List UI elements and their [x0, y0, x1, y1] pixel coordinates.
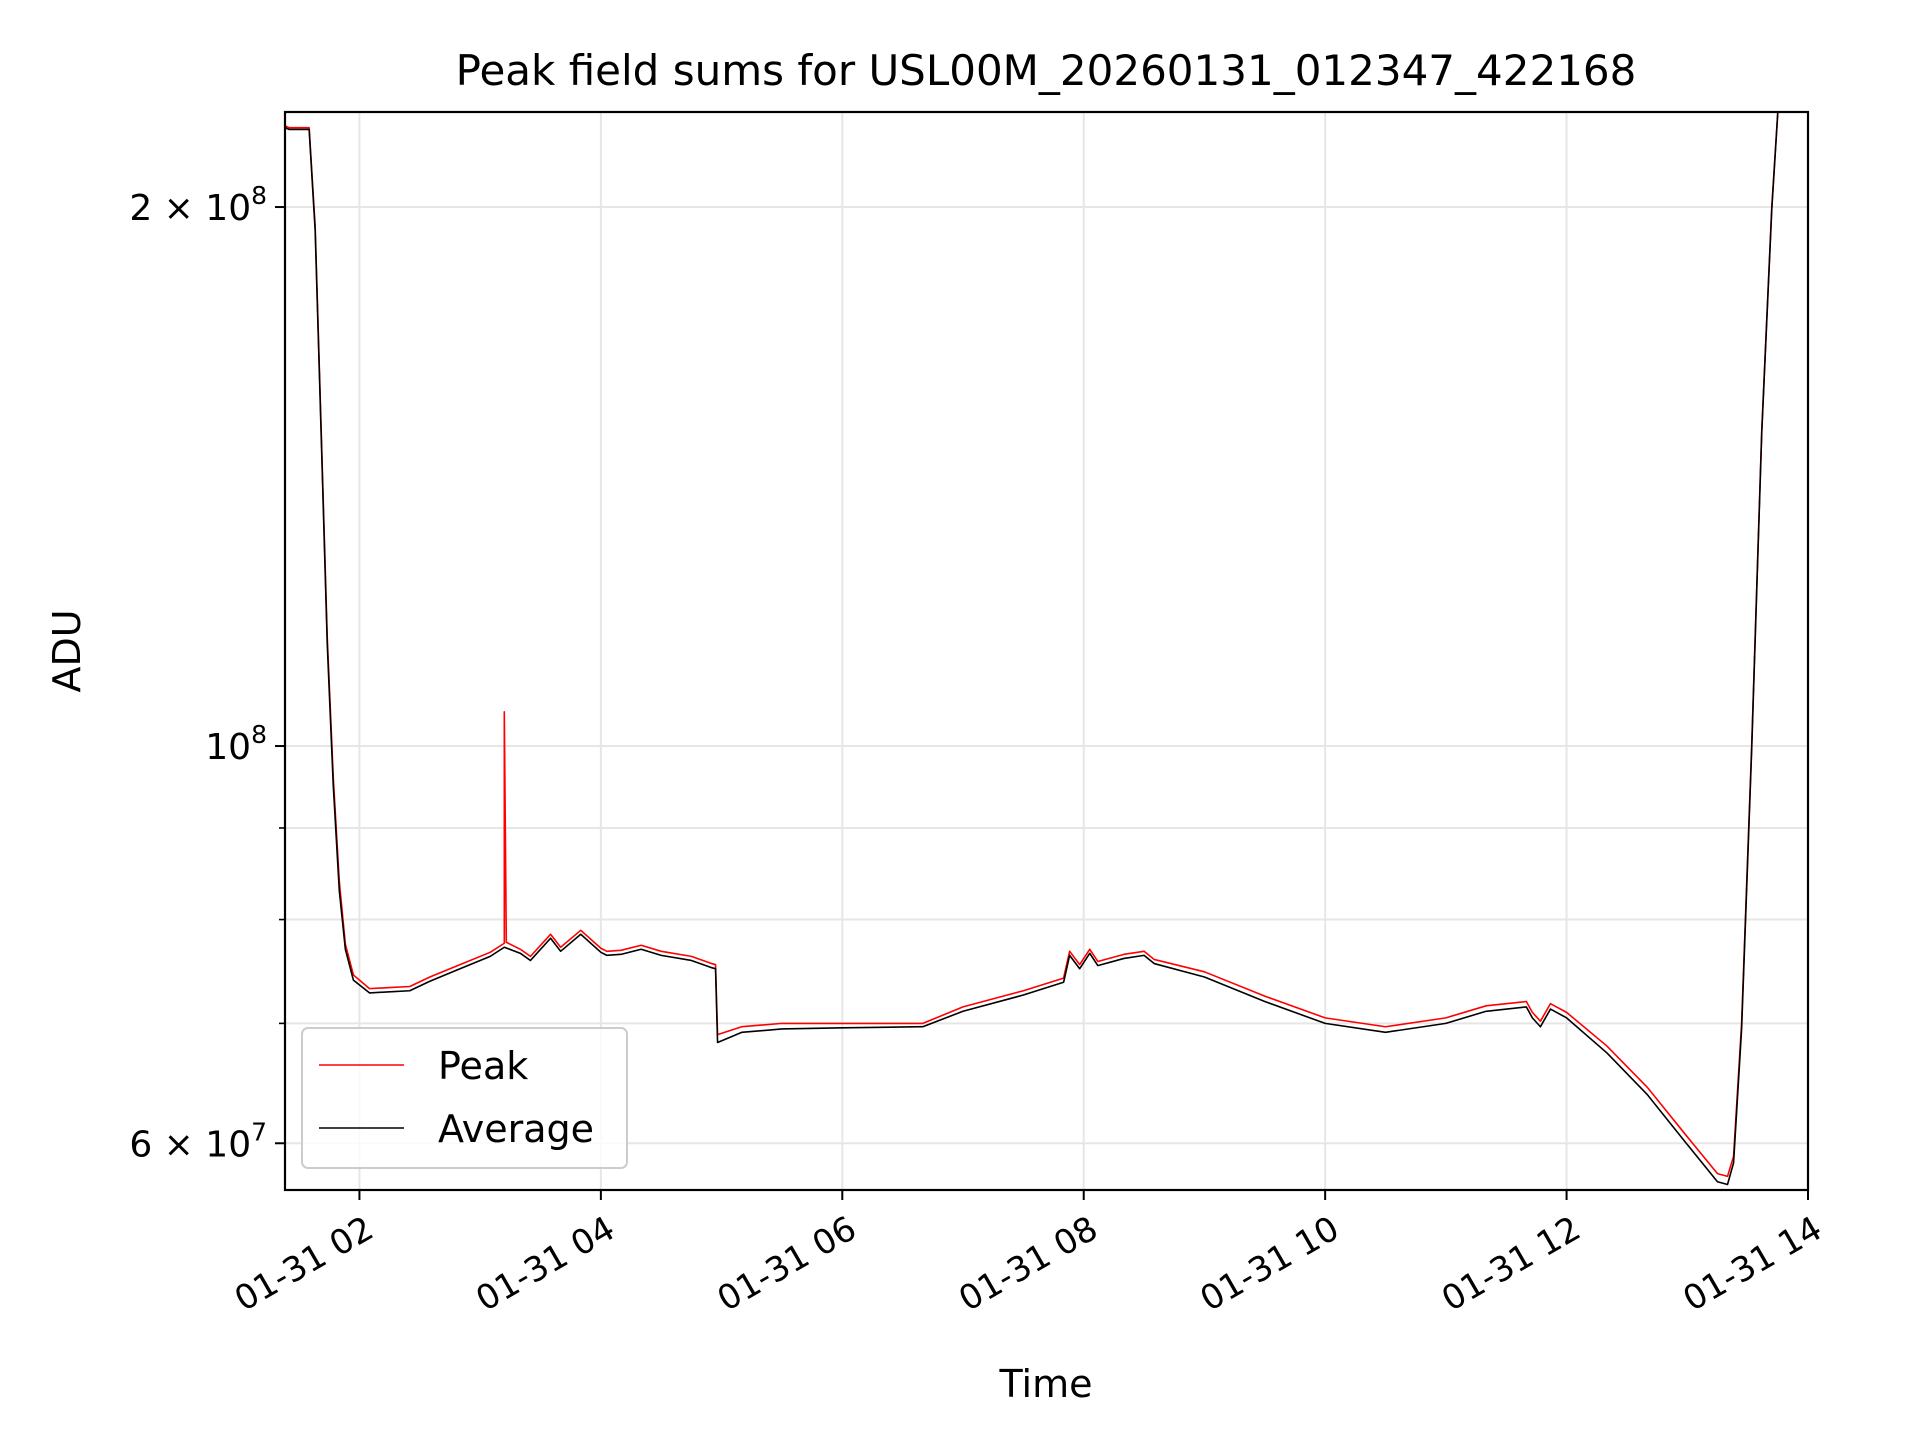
legend: Peak Average — [301, 1027, 628, 1169]
y-axis: 6 × 107 108 2 × 108 — [129, 181, 285, 1165]
plot-frame — [283, 110, 1810, 1192]
legend-label-average: Average — [438, 1107, 594, 1151]
series-line-average — [285, 112, 1779, 1186]
legend-box — [301, 1027, 628, 1169]
y-axis-label: ADU — [45, 609, 89, 692]
y-tick-label: 6 × 107 — [129, 1117, 267, 1165]
plot-area — [285, 112, 1779, 1186]
y-tick-label: 2 × 108 — [129, 181, 267, 229]
series-layer — [285, 112, 1779, 1186]
x-axis-label: Time — [999, 1362, 1093, 1406]
grid — [285, 112, 1809, 1190]
y-tick-label: 108 — [205, 720, 267, 768]
legend-label-peak: Peak — [438, 1044, 528, 1088]
series-line-peak — [285, 112, 1779, 1178]
chart-title: Peak field sums for USL00M_20260131_0123… — [456, 46, 1637, 95]
